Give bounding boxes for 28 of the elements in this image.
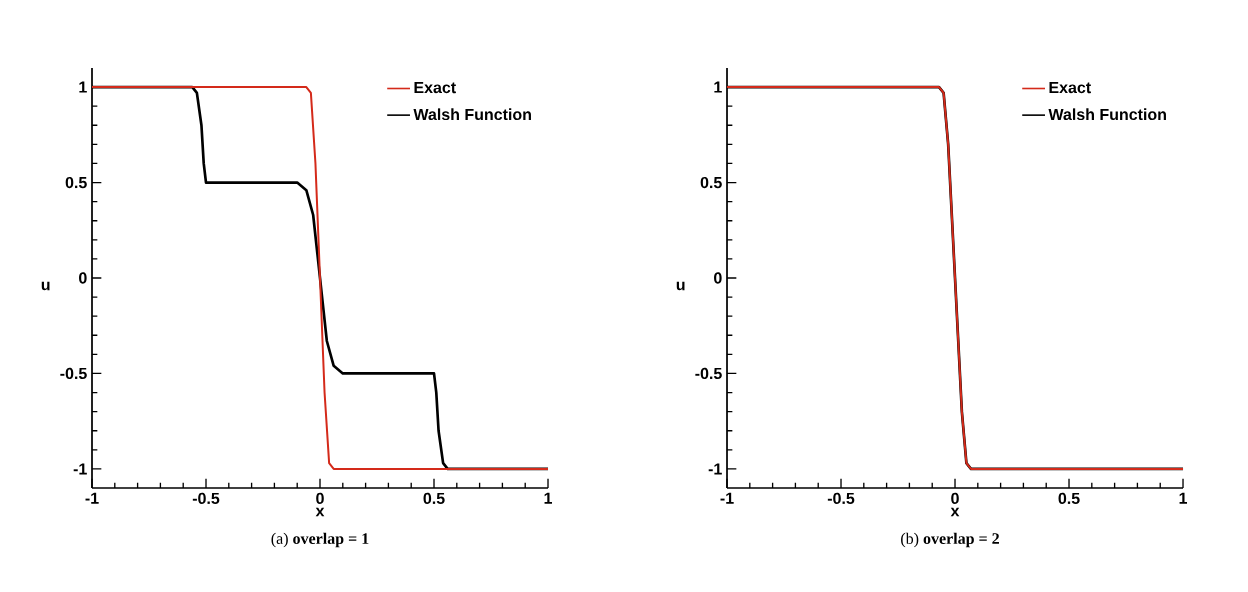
x-tick-label: 0: [316, 492, 324, 505]
y-tick-label: -1: [73, 463, 87, 475]
x-axis-title: x: [315, 507, 325, 517]
y-tick-label: -1: [708, 463, 722, 475]
y-axis-title: u: [676, 281, 685, 291]
legend-label: Exact: [414, 82, 456, 94]
x-axis-title: x: [950, 507, 960, 517]
text: (a) overlap = 1: [271, 532, 369, 548]
text: (b) overlap = 2: [901, 532, 999, 548]
x-tick-label: 0.5: [423, 492, 445, 505]
y-axis-title: u: [41, 281, 50, 291]
y-tick-label: 0: [79, 272, 87, 284]
x-tick-label: 0.5: [1058, 492, 1080, 505]
x-tick-label: -0.5: [827, 492, 855, 505]
y-tick-label: -0.5: [60, 367, 87, 380]
y-tick-label: 0.5: [700, 176, 722, 189]
legend-label: Exact: [1049, 82, 1091, 94]
x-tick-label: 1: [1179, 492, 1188, 504]
x-tick-label: 0: [951, 492, 959, 505]
y-tick-label: -0.5: [695, 367, 722, 380]
legend-label: Walsh Function: [1048, 108, 1166, 121]
legend-label: Walsh Function: [413, 108, 531, 121]
y-tick-label: 1: [714, 81, 722, 93]
y-tick-label: 1: [79, 81, 87, 93]
x-tick-label: -0.5: [192, 492, 220, 505]
x-tick-label: 1: [544, 492, 552, 504]
y-tick-label: 0: [714, 272, 722, 284]
y-tick-label: 0.5: [65, 176, 87, 189]
